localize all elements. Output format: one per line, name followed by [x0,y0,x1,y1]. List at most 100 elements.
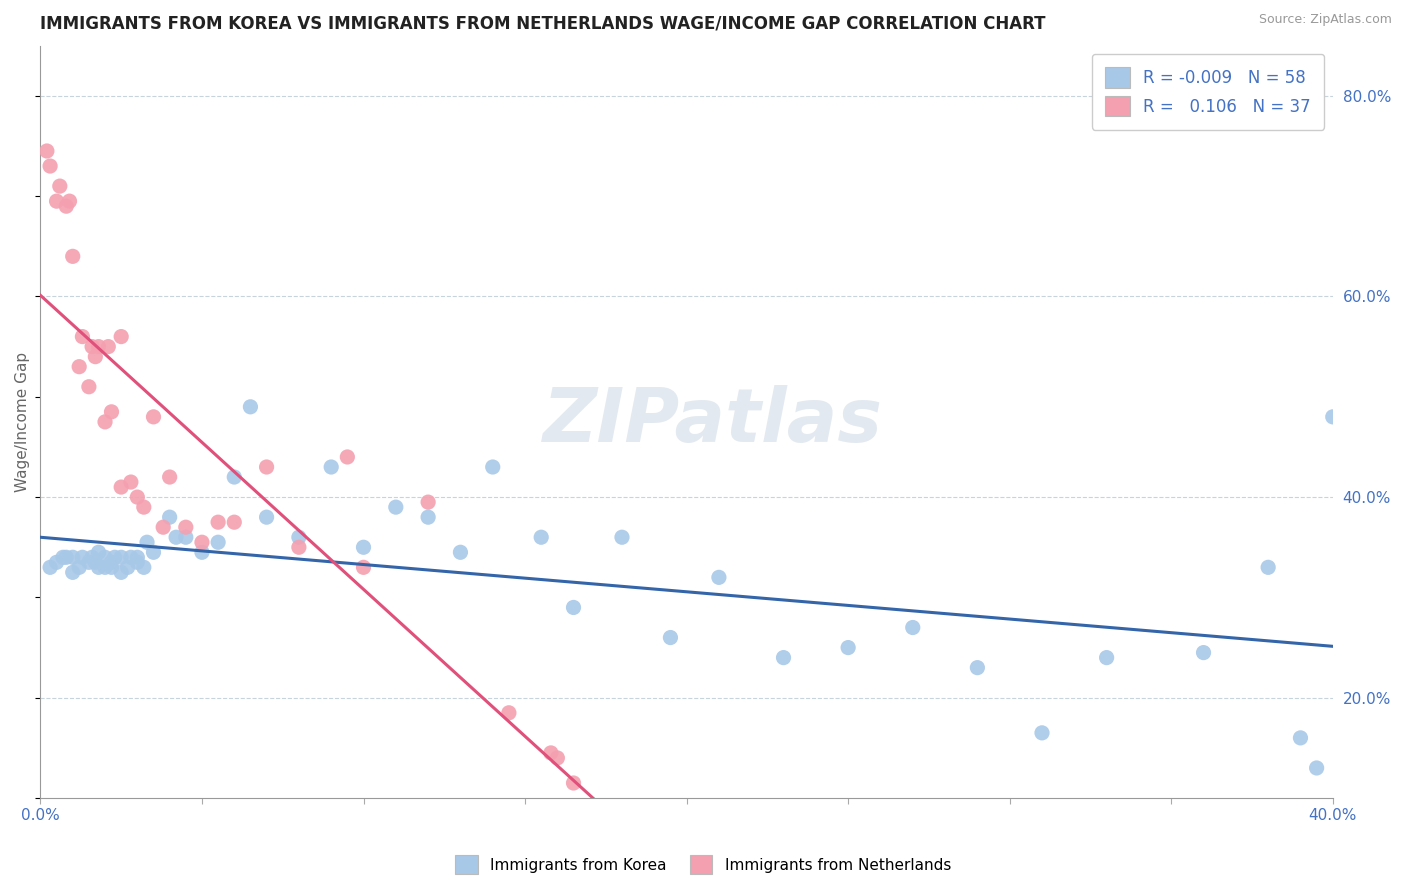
Point [481,460,503,475]
Point [901,620,924,634]
Point [45,194,67,209]
Point [540,746,562,760]
Point [58,194,80,209]
Point [132,500,155,515]
Point [94,550,117,565]
Point [100,555,122,569]
Point [72,550,94,565]
Point [110,480,132,494]
Point [100,405,122,419]
Point [67,359,90,374]
Point [610,530,633,544]
Point [546,751,568,765]
Point [97,340,120,354]
Point [82,550,104,565]
Legend: Immigrants from Korea, Immigrants from Netherlands: Immigrants from Korea, Immigrants from N… [449,849,957,880]
Point [191,545,214,559]
Point [256,510,278,524]
Point [562,776,585,790]
Point [117,560,139,574]
Point [1305,761,1327,775]
Point [77,380,100,394]
Point [353,560,375,574]
Point [100,560,122,574]
Point [498,706,520,720]
Point [1031,726,1053,740]
Point [62,249,84,263]
Point [1257,560,1279,574]
Point [110,566,132,580]
Point [1192,646,1215,660]
Point [224,470,246,484]
Point [159,470,181,484]
Point [55,550,77,565]
Point [353,541,375,555]
Point [127,490,149,504]
Point [772,650,794,665]
Point [72,329,94,343]
Point [707,570,730,584]
Point [239,400,262,414]
Point [110,329,132,343]
Point [35,144,58,158]
Point [39,159,62,173]
Legend: R = -0.009   N = 58, R =   0.106   N = 37: R = -0.009 N = 58, R = 0.106 N = 37 [1092,54,1324,129]
Text: IMMIGRANTS FROM KOREA VS IMMIGRANTS FROM NETHERLANDS WAGE/INCOME GAP CORRELATION: IMMIGRANTS FROM KOREA VS IMMIGRANTS FROM… [41,15,1046,33]
Point [94,415,117,429]
Point [84,555,107,569]
Point [87,545,110,559]
Point [416,495,439,509]
Point [659,631,682,645]
Point [152,520,174,534]
Point [966,660,988,674]
Point [142,409,165,424]
Point [94,560,117,574]
Text: Source: ZipAtlas.com: Source: ZipAtlas.com [1258,13,1392,27]
Point [207,535,229,549]
Point [562,600,585,615]
Point [288,541,311,555]
Point [288,530,311,544]
Point [1289,731,1312,745]
Point [530,530,553,544]
Point [77,555,100,569]
Point [837,640,859,655]
Point [87,340,110,354]
Point [224,515,246,529]
Point [55,199,77,213]
Point [84,350,107,364]
Point [416,510,439,524]
Point [120,550,142,565]
Point [1322,409,1344,424]
Point [62,566,84,580]
Point [136,535,159,549]
Point [321,460,343,475]
Point [385,500,408,515]
Point [39,560,62,574]
Text: ZIPatlas: ZIPatlas [543,385,883,458]
Point [52,550,75,565]
Point [104,550,127,565]
Point [256,460,278,475]
Point [127,550,149,565]
Point [49,179,72,194]
Point [207,515,229,529]
Point [67,560,90,574]
Point [87,560,110,574]
Point [132,560,155,574]
Point [165,530,187,544]
Point [174,530,197,544]
Point [120,475,142,489]
Y-axis label: Wage/Income Gap: Wage/Income Gap [15,351,30,491]
Point [1095,650,1118,665]
Point [142,545,165,559]
Point [191,535,214,549]
Point [449,545,471,559]
Point [82,340,104,354]
Point [45,555,67,569]
Point [174,520,197,534]
Point [110,550,132,565]
Point [336,450,359,464]
Point [159,510,181,524]
Point [62,550,84,565]
